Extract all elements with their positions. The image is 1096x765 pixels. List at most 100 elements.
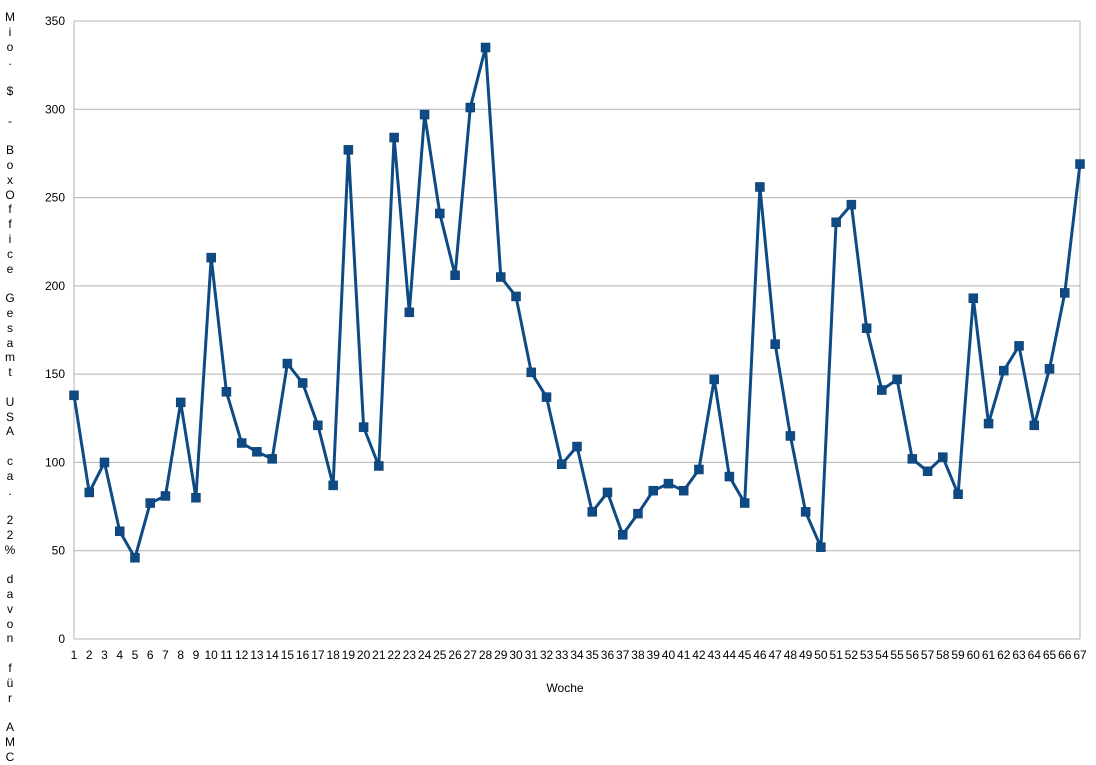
y-tick-label: 300 bbox=[45, 102, 65, 116]
data-point bbox=[1044, 364, 1055, 374]
x-tick-label: 22 bbox=[387, 648, 401, 662]
data-point bbox=[328, 480, 338, 491]
x-tick-label: 55 bbox=[890, 648, 904, 662]
x-axis-label: Woche bbox=[546, 681, 583, 695]
data-point bbox=[511, 291, 521, 302]
x-tick-label: 18 bbox=[326, 648, 340, 662]
x-tick-label: 12 bbox=[235, 648, 249, 662]
x-tick-label: 33 bbox=[555, 648, 569, 662]
x-tick-label: 40 bbox=[662, 648, 676, 662]
x-tick-label: 19 bbox=[342, 648, 356, 662]
x-tick-label: 11 bbox=[220, 648, 233, 662]
x-tick-label: 32 bbox=[540, 648, 554, 662]
x-tick-label: 66 bbox=[1058, 648, 1072, 662]
data-point bbox=[968, 293, 979, 303]
x-tick-label: 25 bbox=[433, 648, 447, 662]
data-point bbox=[541, 392, 552, 402]
x-tick-label: 59 bbox=[951, 648, 965, 662]
x-tick-label: 62 bbox=[997, 648, 1011, 662]
x-tick-label: 54 bbox=[875, 648, 889, 662]
x-tick-label: 35 bbox=[586, 648, 600, 662]
x-tick-label: 23 bbox=[403, 648, 417, 662]
data-point bbox=[450, 270, 460, 281]
data-point bbox=[846, 199, 857, 210]
data-point bbox=[252, 447, 262, 457]
data-point bbox=[404, 307, 415, 318]
x-tick-label: 39 bbox=[647, 648, 661, 662]
data-point bbox=[114, 526, 125, 537]
data-point bbox=[694, 464, 704, 475]
data-point bbox=[297, 378, 308, 388]
x-tick-label: 47 bbox=[768, 648, 782, 662]
x-tick-label: 30 bbox=[509, 648, 523, 662]
data-point bbox=[221, 387, 232, 397]
x-tick-label: 9 bbox=[193, 648, 200, 662]
x-tick-label: 63 bbox=[1012, 648, 1026, 662]
data-point bbox=[99, 457, 110, 468]
data-point bbox=[1060, 288, 1070, 298]
data-point bbox=[496, 272, 506, 282]
x-tick-label: 46 bbox=[753, 648, 767, 662]
data-point bbox=[755, 182, 765, 192]
data-point bbox=[465, 102, 476, 113]
data-point bbox=[480, 42, 491, 53]
data-point bbox=[922, 466, 933, 477]
y-tick-label: 50 bbox=[52, 544, 66, 558]
x-tick-label: 60 bbox=[967, 648, 981, 662]
data-point bbox=[343, 145, 354, 155]
data-point bbox=[953, 489, 963, 499]
x-tick-label: 61 bbox=[982, 648, 996, 662]
x-tick-label: 17 bbox=[311, 648, 325, 662]
x-tick-label: 50 bbox=[814, 648, 828, 662]
x-tick-label: 64 bbox=[1028, 648, 1042, 662]
x-tick-label: 15 bbox=[281, 648, 295, 662]
x-tick-label: 28 bbox=[479, 648, 493, 662]
data-point bbox=[983, 418, 994, 429]
x-tick-label: 1 bbox=[71, 648, 78, 662]
data-point bbox=[877, 385, 887, 395]
data-point bbox=[724, 471, 735, 482]
data-point bbox=[800, 507, 811, 517]
series-line bbox=[72, 46, 1082, 560]
data-point bbox=[84, 487, 94, 498]
x-tick-label: 14 bbox=[265, 648, 279, 662]
x-tick-label: 13 bbox=[250, 648, 264, 662]
x-tick-label: 4 bbox=[116, 648, 123, 662]
data-point bbox=[602, 487, 613, 498]
data-point bbox=[267, 454, 277, 464]
data-point bbox=[1075, 159, 1085, 169]
x-tick-label: 38 bbox=[631, 648, 645, 662]
data-point bbox=[236, 438, 247, 448]
data-point bbox=[313, 420, 323, 431]
x-tick-label: 31 bbox=[525, 648, 539, 662]
y-tick-labels: 0 50 100 150 200 250 300 350 bbox=[45, 14, 65, 646]
data-point bbox=[130, 553, 140, 563]
data-point bbox=[358, 422, 369, 432]
x-tick-label: 34 bbox=[570, 648, 584, 662]
series-points bbox=[69, 42, 1085, 563]
x-tick-label: 5 bbox=[132, 648, 139, 662]
data-point bbox=[709, 374, 719, 385]
data-point bbox=[206, 252, 216, 263]
data-point bbox=[374, 461, 384, 471]
x-tick-label: 36 bbox=[601, 648, 615, 662]
x-tick-label: 52 bbox=[845, 648, 859, 662]
x-tick-label: 20 bbox=[357, 648, 371, 662]
data-point bbox=[191, 492, 201, 503]
x-tick-label: 26 bbox=[448, 648, 462, 662]
data-point bbox=[633, 508, 643, 519]
y-tick-label: 350 bbox=[45, 14, 65, 28]
data-point bbox=[435, 208, 445, 219]
x-tick-label: 10 bbox=[205, 648, 219, 662]
x-tick-label: 7 bbox=[162, 648, 169, 662]
data-point bbox=[1014, 341, 1024, 351]
data-point bbox=[145, 498, 155, 508]
data-point bbox=[1029, 420, 1040, 431]
data-point bbox=[938, 452, 948, 462]
x-tick-label: 56 bbox=[906, 648, 920, 662]
x-tick-label: 48 bbox=[784, 648, 798, 662]
x-tick-label: 43 bbox=[708, 648, 722, 662]
y-tick-label: 150 bbox=[45, 367, 65, 381]
x-tick-label: 29 bbox=[494, 648, 508, 662]
data-point bbox=[663, 478, 674, 489]
